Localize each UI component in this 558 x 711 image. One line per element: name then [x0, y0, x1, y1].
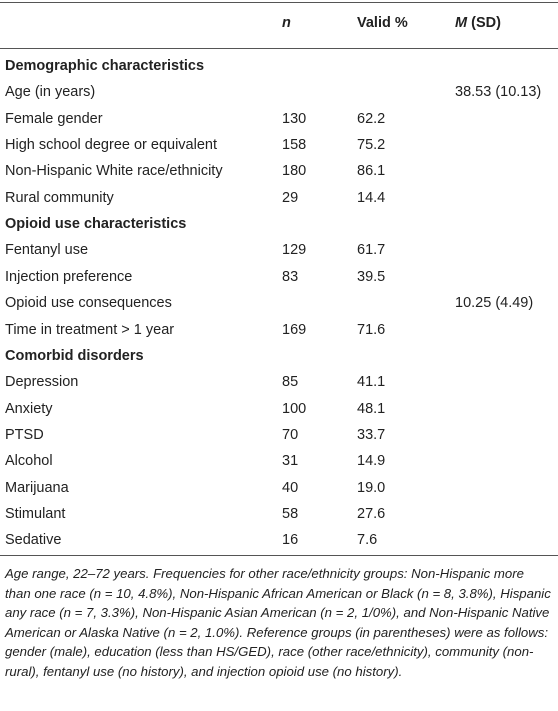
top-rule	[0, 2, 558, 3]
cell-n: 40	[282, 479, 299, 496]
cell-valid: 75.2	[357, 137, 386, 154]
header-m: M	[455, 15, 468, 31]
cell-n: 31	[282, 453, 299, 470]
row-label: High school degree or equivalent	[5, 137, 217, 154]
row-label: Anxiety	[5, 400, 53, 417]
cell-msd: 10.25 (4.49)	[455, 295, 534, 312]
header-rule	[0, 48, 558, 49]
header-n: n	[282, 15, 291, 31]
cell-valid: 27.6	[357, 505, 386, 522]
header-msd: M (SD)	[455, 13, 501, 33]
cell-n: 70	[282, 426, 299, 443]
row-label: Stimulant	[5, 505, 66, 522]
cell-n: 129	[282, 242, 307, 259]
cell-n: 83	[282, 268, 299, 285]
cell-valid: 33.7	[357, 426, 386, 443]
row-label: PTSD	[5, 426, 44, 443]
header-valid: Valid %	[357, 15, 408, 31]
cell-valid: 14.4	[357, 189, 386, 206]
row-label: Depression	[5, 374, 79, 391]
cell-n: 130	[282, 110, 307, 127]
cell-valid: 71.6	[357, 321, 386, 338]
cell-msd: 38.53 (10.13)	[455, 84, 542, 101]
cell-valid: 14.9	[357, 453, 386, 470]
row-label: Alcohol	[5, 453, 53, 470]
section-title: Demographic characteristics	[5, 58, 205, 74]
row-label: Fentanyl use	[5, 242, 89, 259]
row-label: Marijuana	[5, 479, 69, 496]
table-note: Age range, 22–72 years. Frequencies for …	[5, 566, 551, 679]
cell-n: 16	[282, 532, 299, 549]
row-label: Non-Hispanic White race/ethnicity	[5, 163, 223, 180]
cell-valid: 48.1	[357, 400, 386, 417]
cell-valid: 41.1	[357, 374, 386, 391]
cell-n: 100	[282, 400, 307, 417]
row-label: Rural community	[5, 189, 114, 206]
row-label: Injection preference	[5, 268, 133, 285]
cell-valid: 39.5	[357, 268, 386, 285]
cell-n: 29	[282, 189, 299, 206]
bottom-rule	[0, 555, 558, 556]
cell-valid: 62.2	[357, 110, 386, 127]
cell-n: 58	[282, 505, 299, 522]
cell-n: 158	[282, 137, 307, 154]
row-label: Female gender	[5, 110, 103, 127]
cell-valid: 19.0	[357, 479, 386, 496]
section-title: Opioid use characteristics	[5, 216, 187, 233]
row-label: Time in treatment > 1 year	[5, 321, 175, 338]
cell-n: 169	[282, 321, 307, 338]
cell-valid: 86.1	[357, 163, 386, 180]
row-label: Sedative	[5, 532, 62, 549]
cell-n: 180	[282, 163, 307, 180]
cell-n: 85	[282, 374, 299, 391]
row-label: Opioid use consequences	[5, 295, 172, 312]
section-title: Comorbid disorders	[5, 347, 144, 364]
row-label: Age (in years)	[5, 84, 96, 101]
cell-valid: 61.7	[357, 242, 386, 259]
header-sd: (SD)	[471, 15, 501, 31]
cell-valid: 7.6	[357, 532, 378, 549]
